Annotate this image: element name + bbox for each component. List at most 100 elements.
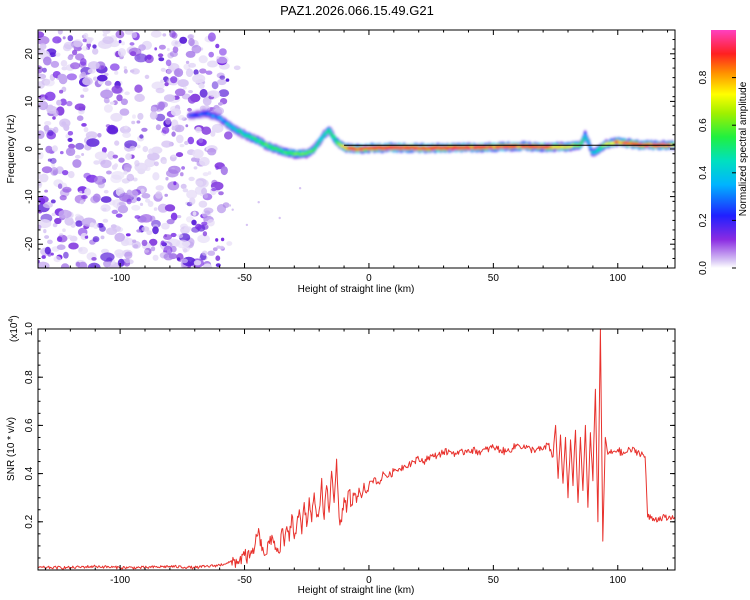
y-tick-label: 20 [24,48,35,60]
noise-blob [183,226,192,232]
noise-blob [125,233,131,237]
noise-blob [176,257,181,261]
noise-blob [85,131,98,140]
noise-blob [82,87,89,93]
ridge-peak [545,145,550,149]
noise-blob [82,38,87,43]
spectrogram-x-axis-title: Height of straight line (km) [298,284,415,295]
noise-blob [185,124,189,128]
colorbar-gradient [711,30,736,268]
noise-blob [215,43,220,49]
noise-blob [102,30,111,35]
noise-blob [136,120,141,124]
noise-blob [174,41,178,45]
noise-blob [207,250,216,256]
noise-blob [97,133,102,138]
noise-blob [124,238,134,246]
noise-blob [72,159,82,168]
noise-blob [170,108,182,116]
noise-blob [92,48,99,55]
noise-blob [191,157,197,162]
noise-blob [116,94,123,102]
noise-cloud [38,30,302,268]
noise-blob [67,137,73,142]
chart-title: PAZ1.2026.066.15.49.G21 [280,3,434,18]
ridge-peak [466,146,471,150]
noise-blob [41,166,53,174]
noise-blob [151,146,163,154]
noise-blob [78,261,88,268]
noise-blob [92,236,100,243]
ridge-cell [327,128,331,132]
noise-blob [182,188,189,193]
noise-blob [186,189,198,199]
noise-blob [175,152,184,158]
noise-blob [152,226,159,235]
noise-blob [136,229,142,233]
noise-blob [183,86,187,90]
noise-blob [118,157,125,163]
noise-blob [103,189,109,194]
noise-blob [76,115,84,121]
noise-blob [178,115,186,121]
colorbar-tick-label: 0.0 [698,261,709,275]
noise-blob [218,102,223,106]
spectrogram-y-ticks: -20 -10 0 10 20 [24,29,675,269]
noise-speck [298,187,302,190]
noise-blob [50,199,56,204]
noise-blob [220,166,228,176]
noise-blob [67,35,74,42]
noise-blob [144,74,150,79]
noise-blob [75,53,85,61]
noise-blob [53,109,59,117]
noise-blob [114,70,119,75]
noise-blob [152,254,159,261]
noise-blob [80,94,85,98]
noise-blob [139,134,144,139]
noise-blob [134,215,141,219]
noise-blob [107,150,115,160]
noise-blob [119,108,130,116]
ridge-peak [394,146,399,150]
noise-blob [75,261,81,267]
noise-blob [149,111,158,120]
noise-blob [174,68,184,78]
noise-blob [193,69,199,76]
noise-blob [100,159,112,169]
noise-blob [188,176,195,182]
noise-blob [181,166,186,170]
noise-blob [233,65,241,71]
ridge-cell [334,139,338,143]
noise-blob [47,129,54,136]
noise-blob [111,164,118,170]
noise-blob [131,204,141,211]
noise-blob [43,229,47,234]
noise-blob [147,152,160,161]
noise-blob [112,154,119,159]
noise-blob [54,217,62,225]
noise-blob [83,32,89,39]
noise-blob [100,65,105,70]
noise-blob [115,213,123,218]
noise-speck [257,201,260,204]
noise-blob [164,204,176,212]
noise-blob [52,36,62,44]
noise-blob [170,232,177,238]
noise-blob [155,87,165,94]
ridge-cell [325,130,329,134]
noise-blob [50,60,60,68]
noise-blob [42,202,53,209]
ridge-cell [585,137,589,141]
noise-blob [51,145,58,152]
noise-blob [47,104,54,109]
noise-blob [197,234,210,244]
noise-blob [50,157,57,164]
y-tick-label: 0.4 [24,466,35,480]
noise-blob [203,193,208,199]
noise-blob [226,241,233,246]
noise-blob [185,68,194,77]
noise-blob [58,209,72,219]
noise-blob [215,165,219,170]
snr-y-ticks: 0.2 0.4 0.6 0.8 1.0 [24,322,675,571]
